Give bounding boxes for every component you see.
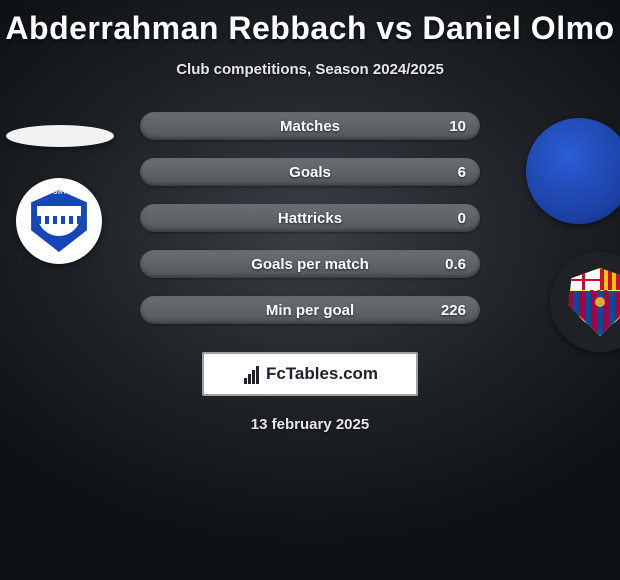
subtitle: Club competitions, Season 2024/2025	[0, 61, 620, 78]
stat-label: Hattricks	[140, 210, 480, 227]
player-avatar-left	[6, 125, 114, 147]
stat-value-right: 0.6	[445, 256, 466, 273]
stat-row-min-per-goal: Min per goal 226	[140, 296, 480, 324]
stat-value-right: 226	[441, 302, 466, 319]
stat-label: Matches	[140, 118, 480, 135]
stat-value-right: 6	[458, 164, 466, 181]
page-title: Abderrahman Rebbach vs Daniel Olmo	[0, 0, 620, 47]
date-text: 13 february 2025	[0, 416, 620, 433]
stat-value-right: 0	[458, 210, 466, 227]
stat-row-goals-per-match: Goals per match 0.6	[140, 250, 480, 278]
stat-row-goals: Goals 6	[140, 158, 480, 186]
comparison-card: Abderrahman Rebbach vs Daniel Olmo Club …	[0, 0, 620, 580]
stat-row-matches: Matches 10	[140, 112, 480, 140]
stat-label: Goals	[140, 164, 480, 181]
crest-text: DEPORTIVO	[28, 190, 90, 196]
club-badge-left: DEPORTIVO	[16, 178, 102, 264]
stat-value-right: 10	[449, 118, 466, 135]
stat-label: Min per goal	[140, 302, 480, 319]
alaves-crest-icon: DEPORTIVO	[28, 190, 90, 252]
bar-chart-icon	[242, 364, 262, 384]
brand-text: FcTables.com	[266, 364, 378, 384]
stat-row-hattricks: Hattricks 0	[140, 204, 480, 232]
stat-label: Goals per match	[140, 256, 480, 273]
brand-link[interactable]: FcTables.com	[202, 352, 418, 396]
barca-crest-icon: FCB	[566, 268, 620, 336]
